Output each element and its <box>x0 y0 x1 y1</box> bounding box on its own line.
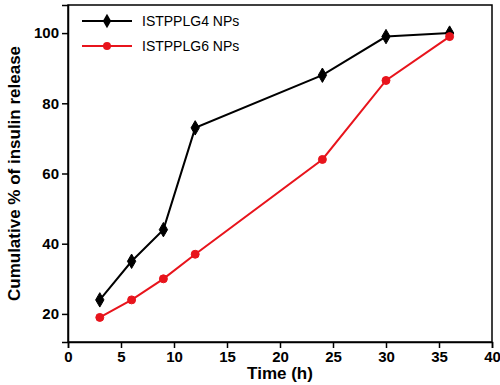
y-tick-label: 80 <box>42 95 59 112</box>
x-tick-label: 0 <box>64 348 72 365</box>
x-tick-label: 10 <box>166 348 183 365</box>
legend-entry: ISTPPLG4 NPs <box>82 13 239 29</box>
series-marker <box>128 296 136 304</box>
legend-entry: ISTPPLG6 NPs <box>82 38 239 54</box>
series-marker <box>318 155 326 163</box>
y-axis-title: Cumulative % of insulin release <box>5 46 24 301</box>
x-tick-label: 40 <box>484 348 500 365</box>
series-marker <box>191 121 199 135</box>
x-tick-label: 20 <box>272 348 289 365</box>
legend-label: ISTPPLG4 NPs <box>142 13 239 29</box>
y-tick: 20 <box>42 305 68 322</box>
series-marker <box>96 293 104 307</box>
y-tick: 40 <box>42 235 68 252</box>
x-tick-label: 25 <box>325 348 342 365</box>
x-tick: 5 <box>117 342 125 365</box>
y-tick-label: 20 <box>42 305 59 322</box>
plot: 051015202530354020406080100ISTPPLG4 NPsI… <box>34 5 500 365</box>
legend: ISTPPLG4 NPs ISTPPLG6 NPs <box>82 13 239 54</box>
legend-label: ISTPPLG6 NPs <box>142 38 239 54</box>
series-marker <box>96 313 104 321</box>
series-group <box>96 26 454 322</box>
x-axis-title: Time (h) <box>247 364 313 383</box>
x-tick-label: 5 <box>117 348 125 365</box>
y-tick-mark <box>62 103 68 105</box>
x-axis: 0 5 10 15 20 25 30 35 40 <box>64 342 500 365</box>
x-tick-label: 30 <box>378 348 395 365</box>
x-tick-label: 15 <box>219 348 236 365</box>
y-tick-label: 100 <box>34 24 59 41</box>
y-axis: 20 40 60 80 100 <box>34 6 69 343</box>
y-tick-mark <box>62 33 68 35</box>
y-tick-label: 40 <box>42 235 59 252</box>
series-marker <box>382 29 390 43</box>
x-tick: 10 <box>166 342 183 365</box>
chart: 051015202530354020406080100ISTPPLG4 NPsI… <box>0 0 500 385</box>
y-tick: 60 <box>42 165 68 182</box>
x-tick: 25 <box>325 342 342 365</box>
x-tick: 0 <box>64 342 72 365</box>
series-marker <box>191 250 199 258</box>
series-marker <box>159 275 167 283</box>
series-marker <box>382 76 390 84</box>
y-tick: 100 <box>34 24 68 41</box>
x-tick: 30 <box>378 342 395 365</box>
legend-marker <box>103 14 111 28</box>
y-tick-mark <box>62 314 68 316</box>
plot-frame <box>68 5 492 342</box>
legend-marker <box>103 42 111 50</box>
x-tick: 15 <box>219 342 236 365</box>
y-tick-mark <box>62 173 68 175</box>
y-tick: 80 <box>42 95 68 112</box>
x-tick: 35 <box>431 342 448 365</box>
series-marker <box>445 26 453 40</box>
series-marker <box>446 33 454 41</box>
series-marker <box>159 222 167 236</box>
x-tick: 20 <box>272 342 289 365</box>
y-tick-label: 60 <box>42 165 59 182</box>
series-marker <box>318 68 326 82</box>
series-marker <box>127 254 135 268</box>
y-tick-mark <box>62 243 68 245</box>
series-line <box>100 37 450 318</box>
x-tick-label: 35 <box>431 348 448 365</box>
x-tick: 40 <box>484 342 500 365</box>
